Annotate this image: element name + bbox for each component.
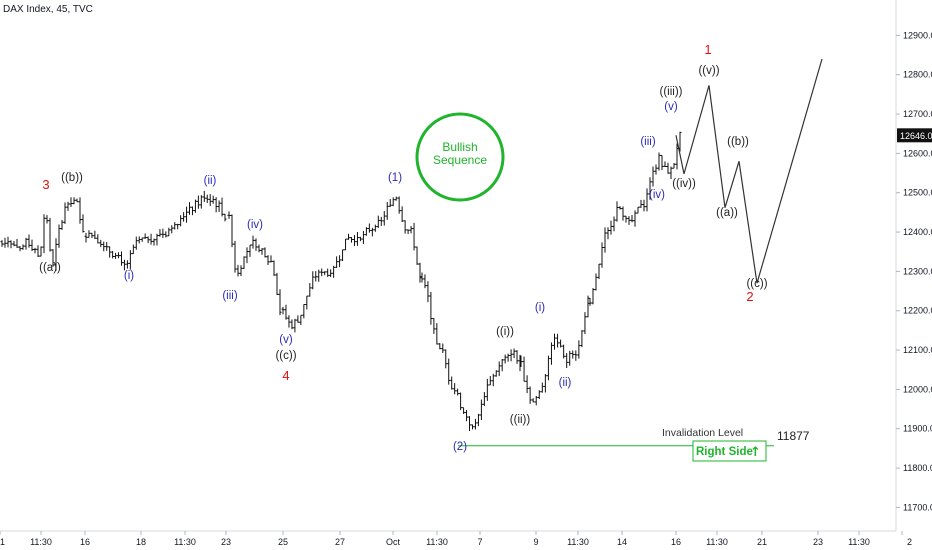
y-tick-label: 11800.0 bbox=[903, 463, 932, 473]
wave-label: (v) bbox=[279, 334, 293, 346]
x-tick-label: Oct bbox=[386, 537, 401, 547]
wave-label: 2 bbox=[746, 289, 753, 304]
wave-label: (iii) bbox=[222, 290, 237, 302]
wave-label: (i) bbox=[124, 270, 134, 282]
wave-label: ((v)) bbox=[698, 65, 719, 77]
last-price-text: 12646.0 bbox=[900, 131, 932, 141]
x-tick-label: 9 bbox=[533, 537, 538, 547]
y-tick-label: 11900.0 bbox=[903, 424, 932, 434]
invalidation-level: Invalidation Level 11877 Right Side↑ bbox=[458, 427, 810, 462]
wave-label: ((b)) bbox=[727, 136, 749, 148]
invalidation-label: Invalidation Level bbox=[662, 427, 743, 439]
x-tick-label: 1 bbox=[0, 537, 5, 547]
projection-path bbox=[675, 58, 823, 284]
wave-label: (ii) bbox=[204, 175, 217, 187]
x-tick-label: 11:30 bbox=[848, 537, 870, 547]
wave-label: ((b)) bbox=[61, 172, 83, 184]
projection-line bbox=[675, 58, 823, 284]
right-side-label: Right Side bbox=[696, 446, 753, 458]
up-arrow-icon: ↑ bbox=[750, 445, 761, 460]
time-axis[interactable]: 1 11:30 16 18 11:30 23 25 27 Oct 11:30 7 9 11:30 14 16… bbox=[0, 531, 912, 547]
invalidation-value: 11877 bbox=[777, 429, 810, 443]
wave-label: ((ii)) bbox=[510, 414, 531, 426]
y-tick-label: 12500.0 bbox=[903, 188, 932, 198]
x-tick-label: 16 bbox=[671, 537, 681, 547]
x-tick-label: 11:30 bbox=[426, 537, 448, 547]
wave-label: ((a)) bbox=[39, 262, 61, 274]
y-tick-label: 12200.0 bbox=[903, 306, 932, 316]
y-tick-label: 12000.0 bbox=[903, 384, 932, 394]
y-tick-label: 12300.0 bbox=[903, 266, 932, 276]
y-tick-label: 12100.0 bbox=[903, 345, 932, 355]
y-tick-label: 12700.0 bbox=[903, 109, 932, 119]
chart-title: DAX Index, 45, TVC bbox=[3, 4, 93, 15]
wave-label: ((i)) bbox=[496, 326, 514, 338]
x-tick-label: 11:30 bbox=[567, 537, 589, 547]
x-tick-label: 21 bbox=[757, 537, 767, 547]
x-tick-label: 14 bbox=[617, 537, 627, 547]
x-tick-label: 16 bbox=[80, 537, 90, 547]
x-tick-label: 11:30 bbox=[174, 537, 196, 547]
wave-label: (ii) bbox=[559, 377, 572, 389]
wave-label: (iii) bbox=[640, 136, 655, 148]
x-tick-label: 25 bbox=[278, 537, 288, 547]
wave-label: (iv) bbox=[247, 219, 263, 231]
x-tick-label: 23 bbox=[221, 537, 231, 547]
x-tick-label: 11:30 bbox=[30, 537, 52, 547]
x-tick-label: 11:30 bbox=[706, 537, 728, 547]
x-tick-label: 27 bbox=[335, 537, 345, 547]
wave-label: 1 bbox=[704, 42, 711, 57]
wave-label: (1) bbox=[388, 172, 402, 184]
wave-label: (iv) bbox=[649, 189, 665, 201]
y-tick-label: 12400.0 bbox=[903, 227, 932, 237]
last-price-badge: 12646.0 bbox=[897, 128, 932, 143]
x-tick-label: 7 bbox=[477, 537, 482, 547]
wave-label: ((iv)) bbox=[672, 178, 696, 190]
wave-label: 3 bbox=[42, 177, 49, 192]
y-tick-label: 11700.0 bbox=[903, 502, 932, 512]
sequence-text-line2: Sequence bbox=[433, 153, 487, 167]
wave-label: 4 bbox=[282, 368, 289, 383]
wave-label: ((a)) bbox=[716, 207, 738, 219]
wave-label: (2) bbox=[453, 441, 467, 453]
wave-label: ((c)) bbox=[746, 278, 767, 290]
wave-labels: 3 ((b)) ((a)) (i) (ii) (iii) (iv) (v) ((c)) 4 (1) (… bbox=[39, 42, 768, 453]
price-axis[interactable]: 12900.0 12800.0 12700.0 12600.0 12500.0 12400… bbox=[896, 30, 932, 512]
sequence-circle bbox=[415, 112, 505, 202]
y-tick-label: 12800.0 bbox=[903, 70, 932, 80]
right-side-box bbox=[692, 440, 767, 462]
ohlc-bars bbox=[0, 131, 682, 432]
y-tick-label: 12600.0 bbox=[903, 148, 932, 158]
x-tick-label: 18 bbox=[136, 537, 146, 547]
wave-label: ((iii)) bbox=[660, 86, 683, 98]
wave-label: (i) bbox=[535, 302, 545, 314]
wave-label: (v) bbox=[664, 101, 678, 113]
x-tick-label: 23 bbox=[813, 537, 823, 547]
x-tick-label: 2 bbox=[907, 537, 912, 547]
sequence-text-line1: Bullish bbox=[442, 140, 477, 154]
last-price-box bbox=[897, 128, 932, 143]
wave-label: ((c)) bbox=[275, 350, 296, 362]
y-tick-label: 12900.0 bbox=[903, 30, 932, 40]
